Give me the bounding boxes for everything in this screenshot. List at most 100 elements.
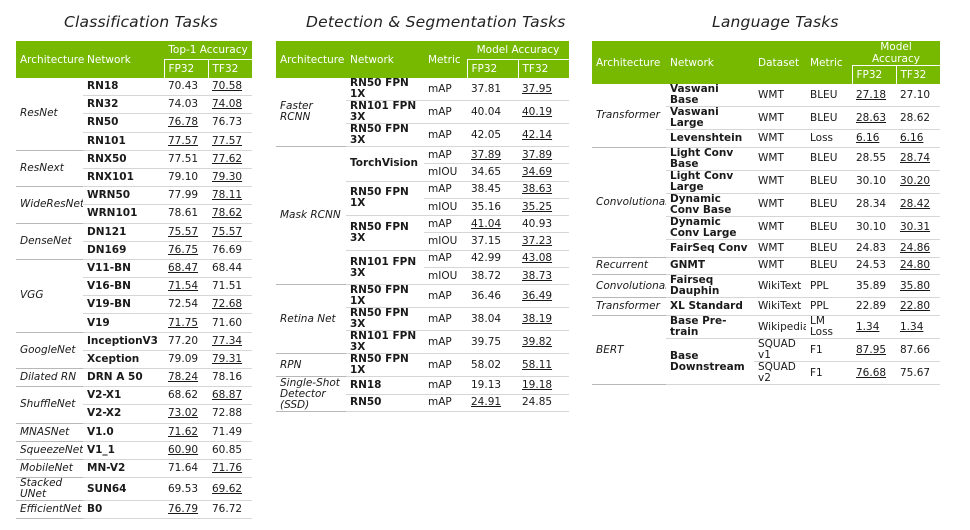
fp32-cell-value: 38.72 [471, 269, 502, 282]
fp32-cell: 71.75 [164, 313, 208, 333]
table-row: RN50 FPN 3X mAP 38.04 38.19 [276, 307, 569, 332]
fp32-cell-value: 28.34 [856, 198, 887, 211]
network-cell: RNX101 [83, 168, 164, 188]
network-cell: Vaswani Base [666, 84, 754, 107]
tf32-cell: 30.31 [896, 216, 940, 240]
network-cell: Light Conv Large [666, 170, 754, 194]
col-accuracy: Model Accuracy [467, 41, 569, 60]
tf32-cell: 71.51 [208, 277, 252, 297]
tf32-cell: 77.34 [208, 332, 252, 351]
classification-table: Architecture Network Top-1 Accuracy FP32… [16, 41, 252, 520]
fp32-cell-value: 75.57 [168, 225, 199, 238]
metric-cell: BLEU [806, 239, 852, 258]
tf32-cell-value: 71.76 [212, 462, 243, 475]
fp32-cell: 77.20 [164, 332, 208, 351]
tf32-cell: 24.85 [518, 394, 569, 412]
fp32-cell-value: 71.54 [168, 280, 199, 293]
table-row: RN50 mAP 24.91 24.85 [276, 394, 569, 412]
tf32-cell: 38.19 [518, 307, 569, 332]
tf32-cell-value: 6.16 [900, 131, 924, 144]
fp32-cell-value: 87.95 [856, 343, 887, 356]
tf32-cell: 87.66 [896, 338, 940, 363]
tf32-cell: 35.25 [518, 198, 569, 217]
metric-cell: mIOU [424, 232, 467, 251]
tf32-cell: 1.34 [896, 315, 940, 340]
network-cell: RN18 [83, 78, 164, 97]
tf32-cell-value: 34.69 [522, 165, 553, 178]
fp32-cell: 77.99 [164, 186, 208, 206]
fp32-cell: 79.10 [164, 168, 208, 188]
architecture-cell: Convolutional [592, 274, 666, 299]
fp32-cell-value: 1.34 [856, 320, 880, 333]
table-row: V16-BN 71.54 71.51 [16, 277, 252, 297]
fp32-cell-value: 76.68 [856, 366, 887, 379]
tf32-cell: 72.88 [208, 404, 252, 424]
network-cell: WRN50 [83, 186, 164, 206]
table-row: ResNet RN18 70.43 70.58 [16, 78, 252, 151]
metric-cell: mAP [424, 250, 467, 269]
network-cell: RN50 FPN 3X [346, 307, 424, 332]
fp32-cell-value: 74.03 [168, 98, 199, 111]
col-architecture: Architecture [276, 41, 346, 78]
table-row: Transformer Vaswani Base WMT BLEU 27.18 27.10 [592, 84, 940, 148]
table-row: Base Downstream SQUAD v1 F1 87.95 87.66 [592, 338, 940, 386]
table-row: Recurrent GNMT WMT BLEU 24.53 24.80 [592, 257, 940, 276]
network-cell: RN50 FPN 1X [346, 284, 424, 309]
tf32-cell-value: 69.62 [212, 482, 243, 495]
dataset-cell: WMT [754, 106, 806, 130]
fp32-cell: 40.04 [467, 100, 518, 124]
fp32-cell: 27.18 [852, 84, 896, 107]
network-cell: V11-BN [83, 259, 164, 279]
fp32-cell: 71.54 [164, 277, 208, 297]
architecture-cell: Convolutional [592, 147, 666, 258]
table-row: mIOU 35.16 35.25 [276, 198, 569, 217]
tf32-cell-value: 24.85 [522, 396, 553, 409]
fp32-cell: 75.57 [164, 223, 208, 242]
tf32-cell-value: 35.80 [900, 279, 931, 292]
network-cell: B0 [83, 500, 164, 520]
table-row: Light Conv Large WMT BLEU 30.10 30.20 [592, 170, 940, 194]
tf32-cell: 74.08 [208, 95, 252, 115]
tf32-cell-value: 72.68 [212, 298, 243, 311]
dataset-cell: WMT [754, 170, 806, 194]
tf32-cell: 72.68 [208, 295, 252, 315]
tf32-cell-value: 79.30 [212, 171, 243, 184]
table-row: ShuffleNet V2-X1 68.62 68.87 [16, 386, 252, 424]
table-row: Convolutional Light Conv Base WMT BLEU 28.55… [592, 147, 940, 258]
network-cell: RN101 [83, 132, 164, 151]
architecture-cell: Stacked UNet [16, 477, 83, 502]
fp32-cell: 70.43 [164, 78, 208, 97]
tf32-cell-value: 39.82 [522, 335, 553, 348]
fp32-cell-value: 77.99 [168, 189, 199, 202]
fp32-cell: 37.15 [467, 232, 518, 251]
tf32-cell-value: 71.60 [212, 316, 243, 329]
tf32-cell: 78.16 [208, 368, 252, 388]
fp32-cell-value: 69.53 [168, 482, 199, 495]
fp32-cell: 28.63 [852, 106, 896, 130]
tf32-cell: 39.82 [518, 330, 569, 355]
fp32-cell: 79.09 [164, 350, 208, 370]
table-row: RN50 FPN 3X mAP 41.04 40.93 [276, 215, 569, 251]
dataset-cell: WikiText [754, 274, 806, 299]
fp32-cell-value: 39.75 [471, 335, 502, 348]
fp32-cell: 36.46 [467, 284, 518, 309]
architecture-cell: Faster RCNN [276, 78, 346, 147]
fp32-cell-value: 68.47 [168, 261, 199, 274]
table-row: FairSeq Conv WMT BLEU 24.83 24.86 [592, 239, 940, 258]
fp32-cell: 72.54 [164, 295, 208, 315]
table-row: MobileNet MN-V2 71.64 71.76 [16, 459, 252, 479]
tf32-cell-value: 87.66 [900, 343, 931, 356]
fp32-cell: 42.05 [467, 123, 518, 147]
tf32-cell-value: 78.16 [212, 371, 243, 384]
tf32-cell-value: 79.31 [212, 352, 243, 365]
table-row: Single-Shot Detector (SSD) RN18 mAP 19.13 19… [276, 376, 569, 412]
table-row: VGG V11-BN 68.47 68.44 [16, 259, 252, 333]
metric-cell: mAP [424, 215, 467, 234]
table-row: RPN RN50 FPN 1X mAP 58.02 58.11 [276, 353, 569, 378]
col-metric: Metric [424, 41, 467, 78]
fp32-cell: 71.64 [164, 459, 208, 479]
fp32-cell: 87.95 [852, 338, 896, 363]
architecture-cell: ResNet [16, 78, 83, 151]
table-row: V19-BN 72.54 72.68 [16, 295, 252, 315]
tf32-cell: 68.44 [208, 259, 252, 279]
